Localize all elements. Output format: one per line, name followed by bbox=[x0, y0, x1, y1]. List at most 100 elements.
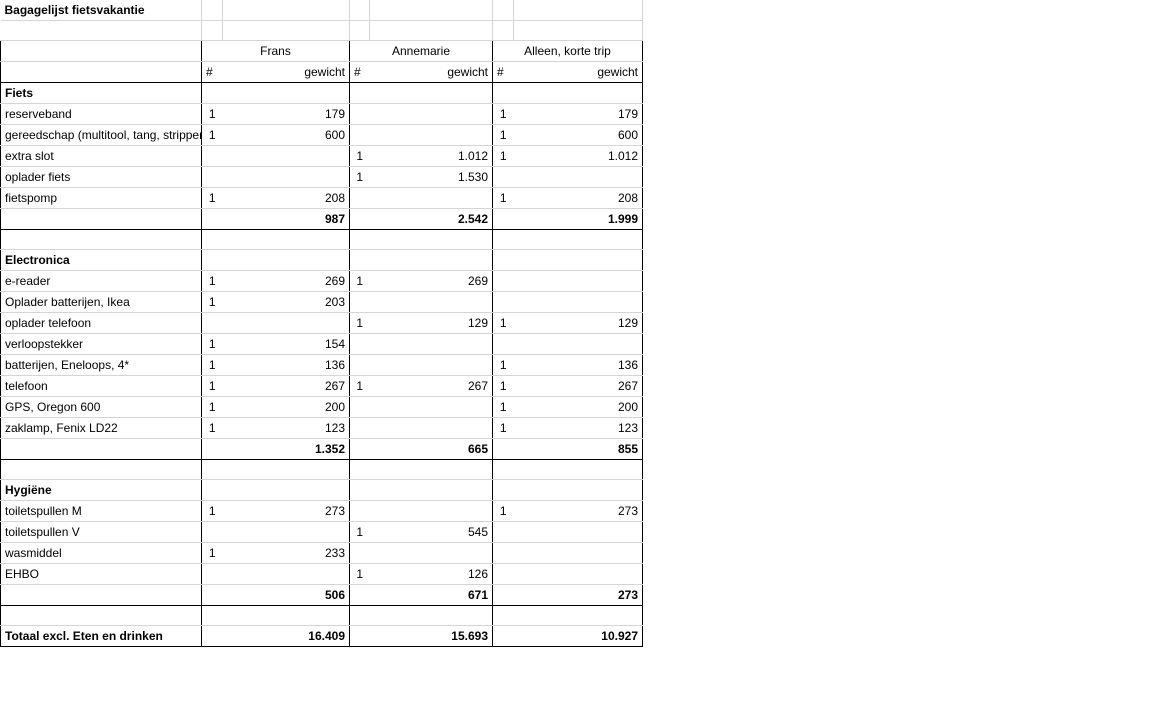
cell-weight-frans[interactable]: 600 bbox=[222, 124, 350, 146]
cell-weight-blank[interactable] bbox=[369, 82, 493, 104]
cell-weight-frans[interactable]: 506 bbox=[222, 584, 350, 606]
cell-qty2[interactable] bbox=[349, 0, 370, 21]
cell-weight-frans[interactable]: 269 bbox=[222, 270, 350, 292]
cell-qty-alleen[interactable] bbox=[492, 291, 514, 313]
cell-weight-annemarie[interactable]: 1.530 bbox=[369, 166, 493, 188]
cell-qty-frans[interactable] bbox=[201, 584, 223, 606]
cell-qty-annemarie[interactable] bbox=[349, 291, 370, 313]
cell-qty-frans[interactable] bbox=[201, 459, 223, 480]
cell-weight-frans[interactable] bbox=[222, 145, 350, 167]
cell-qty-annemarie[interactable] bbox=[349, 500, 370, 522]
cell-weight-frans[interactable]: 267 bbox=[222, 375, 350, 397]
cell-qty-frans[interactable]: 1 bbox=[201, 291, 223, 313]
cell-qty-frans[interactable]: 1 bbox=[201, 103, 223, 125]
cell-qty-blank[interactable] bbox=[201, 82, 223, 104]
cell-weight-alleen[interactable] bbox=[513, 291, 643, 313]
cell-qty-annemarie[interactable] bbox=[349, 396, 370, 418]
cell-weight-alleen[interactable] bbox=[513, 270, 643, 292]
cell-weight-annemarie[interactable]: 15.693 bbox=[369, 625, 493, 647]
cell-weight-frans[interactable] bbox=[222, 605, 350, 626]
cell-item-label[interactable]: GPS, Oregon 600 bbox=[0, 396, 202, 418]
cell-weight-alleen[interactable]: 10.927 bbox=[513, 625, 643, 647]
cell-qty-alleen[interactable] bbox=[492, 270, 514, 292]
cell-qty-frans[interactable] bbox=[201, 438, 223, 460]
cell-qty-frans[interactable]: 1 bbox=[201, 417, 223, 439]
cell-weight-annemarie[interactable]: 267 bbox=[369, 375, 493, 397]
cell-item-label[interactable]: toiletspullen V bbox=[0, 521, 202, 543]
cell-qty-blank[interactable] bbox=[492, 249, 514, 271]
cell-weight-annemarie[interactable]: 665 bbox=[369, 438, 493, 460]
cell-qty-frans[interactable] bbox=[201, 166, 223, 188]
cell-qty-frans[interactable]: 1 bbox=[201, 542, 223, 564]
cell-wt3[interactable] bbox=[513, 20, 643, 41]
cell-weight-annemarie[interactable] bbox=[369, 605, 493, 626]
cell-qty-frans[interactable]: 1 bbox=[201, 124, 223, 146]
cell-qty3[interactable] bbox=[492, 20, 514, 41]
cell-qty-frans[interactable] bbox=[201, 145, 223, 167]
cell-item-label[interactable]: gereedschap (multitool, tang, stripper, … bbox=[0, 124, 202, 146]
cell-weight-alleen[interactable]: 1.012 bbox=[513, 145, 643, 167]
cell-qty-annemarie[interactable]: 1 bbox=[349, 145, 370, 167]
cell-qty-annemarie[interactable] bbox=[349, 542, 370, 564]
cell-weight-alleen[interactable] bbox=[513, 229, 643, 250]
cell-qty-annemarie[interactable] bbox=[349, 208, 370, 230]
cell-qty-annemarie[interactable]: 1 bbox=[349, 521, 370, 543]
cell-weight-frans[interactable]: 987 bbox=[222, 208, 350, 230]
cell-weight-alleen[interactable] bbox=[513, 542, 643, 564]
cell-qty-frans[interactable]: 1 bbox=[201, 354, 223, 376]
cell-weight-annemarie[interactable]: 671 bbox=[369, 584, 493, 606]
cell-qty-annemarie[interactable] bbox=[349, 605, 370, 626]
cell-qty-annemarie[interactable]: 1 bbox=[349, 312, 370, 334]
cell-qty-alleen[interactable]: 1 bbox=[492, 375, 514, 397]
cell-weight-annemarie[interactable] bbox=[369, 396, 493, 418]
cell-weight-alleen[interactable] bbox=[513, 563, 643, 585]
cell-qty-annemarie[interactable]: 1 bbox=[349, 166, 370, 188]
cell-weight-annemarie[interactable]: 545 bbox=[369, 521, 493, 543]
cell-qty-alleen[interactable]: 1 bbox=[492, 312, 514, 334]
cell-weight-frans[interactable]: 1.352 bbox=[222, 438, 350, 460]
cell-weight-annemarie[interactable] bbox=[369, 229, 493, 250]
cell-qty2[interactable] bbox=[349, 20, 370, 41]
cell-item-label[interactable]: toiletspullen M bbox=[0, 500, 202, 522]
cell-item-label[interactable]: extra slot bbox=[0, 145, 202, 167]
cell-weight-alleen[interactable]: 200 bbox=[513, 396, 643, 418]
cell-wt2[interactable] bbox=[369, 0, 493, 21]
cell-qty-frans[interactable] bbox=[201, 521, 223, 543]
cell-subtotal-label[interactable] bbox=[0, 208, 202, 230]
cell-qty-annemarie[interactable] bbox=[349, 625, 370, 647]
cell-item-label[interactable]: Oplader batterijen, Ikea bbox=[0, 291, 202, 313]
cell-weight-alleen[interactable]: 179 bbox=[513, 103, 643, 125]
cell-weight-frans[interactable]: 154 bbox=[222, 333, 350, 355]
cell-weight-blank[interactable] bbox=[513, 479, 643, 501]
cell-weight-frans[interactable] bbox=[222, 459, 350, 480]
cell-wt1[interactable] bbox=[222, 20, 350, 41]
cell-item-label[interactable]: EHBO bbox=[0, 563, 202, 585]
cell-qty-frans[interactable] bbox=[201, 229, 223, 250]
cell-qty-blank[interactable] bbox=[349, 479, 370, 501]
cell-qty-frans[interactable]: 1 bbox=[201, 375, 223, 397]
cell-blank[interactable] bbox=[0, 605, 202, 626]
cell-qty-frans[interactable] bbox=[201, 312, 223, 334]
cell-qty-frans[interactable] bbox=[201, 625, 223, 647]
cell-qty-alleen[interactable]: 1 bbox=[492, 187, 514, 209]
cell-qty-alleen[interactable] bbox=[492, 521, 514, 543]
cell-weight-frans[interactable]: 233 bbox=[222, 542, 350, 564]
cell-weight-frans[interactable] bbox=[222, 521, 350, 543]
cell-wt2[interactable] bbox=[369, 20, 493, 41]
cell-total-label[interactable]: Totaal excl. Eten en drinken bbox=[0, 625, 202, 647]
cell-qty-alleen[interactable] bbox=[492, 584, 514, 606]
cell-qty-annemarie[interactable] bbox=[349, 354, 370, 376]
cell-qty-alleen[interactable]: 1 bbox=[492, 354, 514, 376]
cell-qty-alleen[interactable] bbox=[492, 625, 514, 647]
cell-weight-annemarie[interactable] bbox=[369, 187, 493, 209]
cell-weight-alleen[interactable]: 855 bbox=[513, 438, 643, 460]
cell-qty-alleen[interactable]: 1 bbox=[492, 145, 514, 167]
cell-item-label[interactable]: oplader fiets bbox=[0, 166, 202, 188]
cell-qty-frans[interactable]: 1 bbox=[201, 333, 223, 355]
cell-qty-frans[interactable]: 1 bbox=[201, 270, 223, 292]
cell-qty-alleen[interactable] bbox=[492, 459, 514, 480]
cell-qty-alleen[interactable] bbox=[492, 229, 514, 250]
cell-weight-annemarie[interactable]: 126 bbox=[369, 563, 493, 585]
cell-weight-alleen[interactable]: 273 bbox=[513, 584, 643, 606]
cell-item-label[interactable]: zaklamp, Fenix LD22 bbox=[0, 417, 202, 439]
